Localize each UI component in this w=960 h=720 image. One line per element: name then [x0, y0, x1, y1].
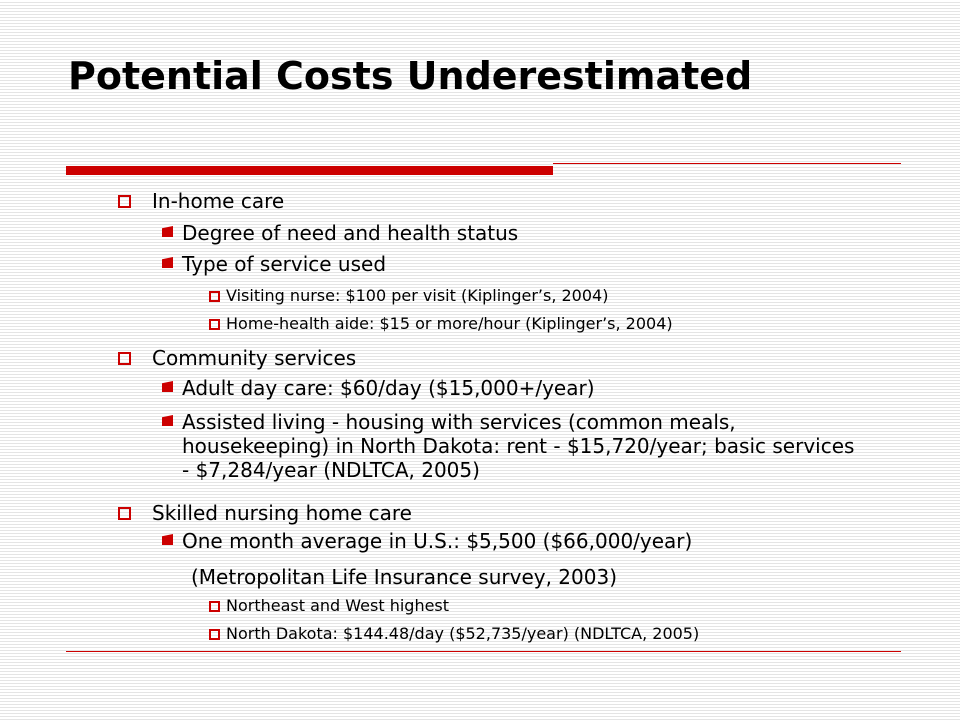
bullet-type-of-service: Type of service used [162, 252, 862, 276]
bullet-text: Home-health aide: $15 or more/hour (Kipl… [226, 314, 673, 333]
hollow-square-bullet-icon [209, 601, 220, 612]
hollow-square-bullet-icon [209, 291, 220, 302]
hollow-square-bullet-icon [118, 195, 131, 208]
solid-square-bullet-icon [162, 415, 173, 426]
bullet-text: Adult day care: $60/day ($15,000+/year) [182, 376, 595, 400]
bullet-text: Type of service used [182, 252, 387, 276]
bullet-text: Visiting nurse: $100 per visit (Kiplinge… [226, 286, 609, 305]
title-underline-thin [553, 163, 901, 164]
bullet-visiting-nurse: Visiting nurse: $100 per visit (Kiplinge… [209, 286, 889, 306]
bullet-text: Northeast and West highest [226, 596, 450, 615]
bullet-adult-day-care: Adult day care: $60/day ($15,000+/year) [162, 376, 862, 400]
hollow-square-bullet-icon [118, 352, 131, 365]
bullet-home-health-aide: Home-health aide: $15 or more/hour (Kipl… [209, 314, 889, 334]
bullet-text: North Dakota: $144.48/day ($52,735/year)… [226, 624, 700, 643]
bullet-text: In-home care [152, 189, 285, 213]
bullet-assisted-living: Assisted living - housing with services … [162, 410, 868, 482]
bullet-text: Degree of need and health status [182, 221, 519, 245]
title-underline-thick [66, 166, 553, 175]
bullet-community-services: Community services [118, 346, 356, 370]
hollow-square-bullet-icon [118, 507, 131, 520]
bullet-text: Skilled nursing home care [152, 501, 412, 525]
bullet-degree-of-need: Degree of need and health status [162, 221, 862, 245]
bullet-one-month-average: One month average in U.S.: $5,500 ($66,0… [162, 529, 862, 553]
bullet-text: Assisted living - housing with services … [182, 410, 861, 482]
solid-square-bullet-icon [162, 257, 173, 268]
bullet-in-home-care: In-home care [118, 189, 284, 213]
bullet-text: Community services [152, 346, 357, 370]
hollow-square-bullet-icon [209, 319, 220, 330]
bullet-north-dakota-nursing: North Dakota: $144.48/day ($52,735/year)… [209, 624, 889, 644]
solid-square-bullet-icon [162, 226, 173, 237]
bullet-skilled-nursing: Skilled nursing home care [118, 501, 412, 525]
solid-square-bullet-icon [162, 534, 173, 545]
hollow-square-bullet-icon [209, 629, 220, 640]
slide-title: Potential Costs Underestimated [68, 54, 753, 98]
footer-rule [66, 651, 901, 652]
bullet-northeast-west: Northeast and West highest [209, 596, 889, 616]
solid-square-bullet-icon [162, 381, 173, 392]
bullet-continuation-text: (Metropolitan Life Insurance survey, 200… [191, 565, 617, 589]
bullet-text: One month average in U.S.: $5,500 ($66,0… [182, 529, 693, 553]
